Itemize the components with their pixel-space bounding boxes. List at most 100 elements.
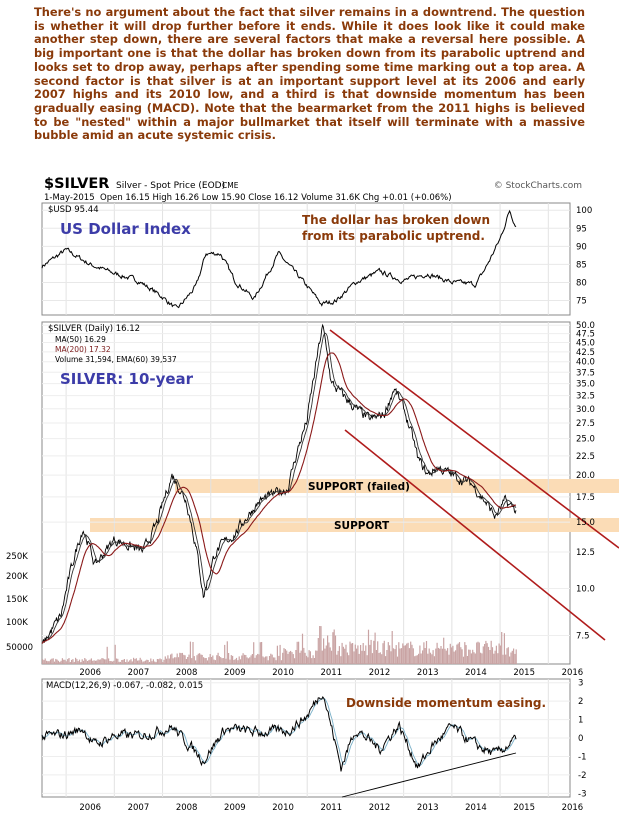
volume-bar [47, 661, 49, 664]
volume-bar [51, 658, 53, 664]
volume-bar [502, 654, 504, 664]
volume-bar [72, 659, 74, 664]
volume-bar [188, 654, 190, 664]
volume-bar [55, 658, 57, 664]
volume-bar [515, 649, 517, 664]
volume-bar [514, 653, 516, 664]
volume-bar [472, 649, 474, 664]
volume-bar [84, 658, 86, 664]
volume-bar [43, 660, 45, 664]
volume-bar [210, 657, 213, 664]
volume-bar [390, 651, 392, 664]
volume-bar [88, 660, 90, 664]
volume-bar [336, 654, 338, 664]
xaxis-label-bottom-2008: 2008 [176, 803, 198, 813]
volume-bar [177, 657, 180, 664]
volume-bar [470, 653, 472, 664]
volume-bar [381, 654, 383, 664]
volume-bar [312, 655, 314, 664]
silver-ytick-32.5: 32.5 [576, 392, 595, 402]
support-failed-label: SUPPORT (failed) [308, 481, 410, 493]
volume-bar [56, 659, 58, 664]
volume-bar [152, 659, 154, 664]
volume-bar [345, 644, 347, 664]
volume-bar [261, 642, 263, 664]
volume-bar [431, 654, 433, 664]
volume-bar [311, 658, 313, 664]
silver-ytick-50.0: 50.0 [576, 321, 595, 331]
chart-quote: Open 16.15 High 16.26 Low 15.90 Close 16… [100, 193, 452, 203]
volume-bar [433, 656, 435, 664]
volume-bar [187, 657, 189, 664]
dollar-ytick-75: 75 [576, 297, 587, 307]
volume-bar [456, 644, 458, 664]
volume-bar [142, 661, 144, 664]
volume-bar [370, 639, 372, 664]
volume-bar [420, 653, 422, 664]
volume-bar [146, 659, 148, 664]
volume-bar [160, 659, 162, 664]
volume-bar [270, 653, 272, 664]
volume-bar [52, 658, 54, 664]
silver-legend-ma50: MA(50) 16.29 [55, 335, 106, 344]
volume-bar [257, 653, 259, 664]
volume-bar [205, 658, 207, 664]
volume-bar [191, 658, 193, 664]
volume-bar [192, 642, 194, 664]
volume-bar [49, 659, 52, 664]
volume-bar [268, 656, 271, 664]
volume-bar [445, 650, 447, 664]
volume-bar [373, 640, 375, 664]
volume-bar [143, 661, 145, 664]
volume-bar [199, 653, 201, 664]
volume-bar [181, 652, 183, 664]
volume-bar [491, 647, 494, 664]
volume-bar [254, 657, 256, 664]
support-band [90, 518, 619, 532]
volume-bar [497, 653, 499, 664]
volume-bar [507, 647, 509, 664]
volume-bar [147, 660, 149, 664]
volume-bar [225, 658, 227, 664]
volume-bar [511, 650, 513, 664]
xaxis-label-bottom-2012: 2012 [369, 803, 391, 813]
dollar-title: US Dollar Index [60, 220, 191, 238]
volume-bar [332, 632, 334, 664]
chart-description: Silver - Spot Price (EOD) [116, 181, 225, 191]
volume-bar [61, 658, 63, 664]
volume-bar [418, 653, 420, 664]
volume-bar [325, 645, 327, 664]
volume-bar [503, 633, 505, 664]
volume-bar [109, 661, 111, 664]
volume-bar [286, 650, 288, 664]
volume-bar [498, 643, 500, 664]
volume-bar [305, 655, 308, 664]
silver-ytick-7.5: 7.5 [576, 631, 590, 641]
volume-bar [398, 642, 400, 664]
dollar-ytick-80: 80 [576, 278, 587, 288]
volume-bar [102, 658, 104, 664]
grid-lines [42, 203, 570, 797]
volume-bar [429, 652, 432, 664]
volume-bar [59, 661, 61, 664]
volume-bar [350, 643, 352, 664]
volume-bar [242, 653, 244, 664]
silver-ma50-line [41, 332, 517, 644]
volume-bar [170, 654, 172, 664]
volume-bar [237, 660, 239, 664]
volume-bar [156, 659, 158, 664]
volume-bar [212, 655, 214, 664]
volume-ytick-250K: 250K [6, 552, 28, 562]
silver-ytick-20.0: 20.0 [576, 471, 595, 481]
volume-bar [255, 655, 257, 664]
dollar-ytick-100: 100 [576, 206, 592, 216]
xaxis-label-2008: 2008 [176, 668, 198, 678]
volume-bar [291, 652, 293, 664]
xaxis-label-2016: 2016 [562, 668, 584, 678]
volume-bar [53, 661, 56, 664]
volume-bar [382, 643, 384, 664]
volume-bar [162, 662, 164, 664]
volume-ytick-150K: 150K [6, 595, 28, 605]
volume-bar [140, 659, 143, 664]
volume-bar [415, 655, 417, 664]
